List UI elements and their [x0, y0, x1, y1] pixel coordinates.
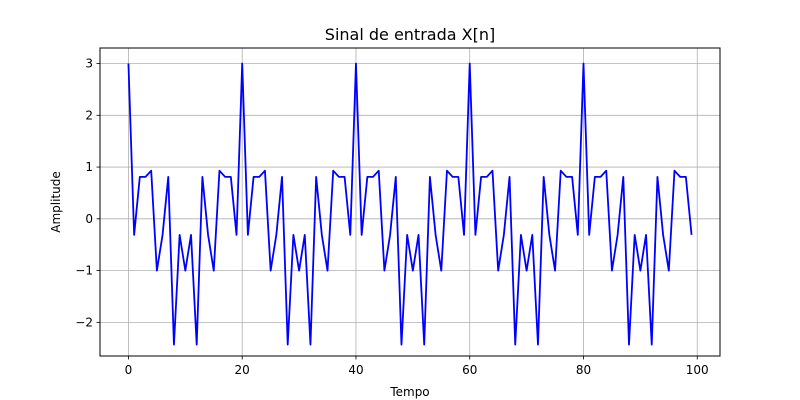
x-tick-label: 0 — [125, 363, 133, 377]
y-tick-label: 3 — [85, 57, 93, 71]
x-tick-label: 40 — [348, 363, 363, 377]
tick-layer: 0 20 40 60 80 100 3 2 1 0 −1 −2 — [75, 57, 708, 377]
y-tick-label: −2 — [75, 315, 93, 329]
y-axis-label: Amplitude — [49, 171, 63, 233]
x-tick-label: 100 — [686, 363, 709, 377]
y-tick-label: −1 — [75, 264, 93, 278]
series-line — [127, 62, 693, 346]
chart-title: Sinal de entrada X[n] — [325, 25, 495, 44]
y-tick-label: 1 — [85, 160, 93, 174]
grid-layer — [100, 48, 720, 356]
x-axis-label: Tempo — [389, 385, 429, 399]
x-tick-label: 60 — [462, 363, 477, 377]
y-tick-label: 0 — [85, 212, 93, 226]
series-layer — [127, 62, 693, 346]
plot-frame — [99, 47, 721, 357]
x-tick-label: 20 — [235, 363, 250, 377]
x-tick-label: 80 — [576, 363, 591, 377]
y-tick-label: 2 — [85, 108, 93, 122]
